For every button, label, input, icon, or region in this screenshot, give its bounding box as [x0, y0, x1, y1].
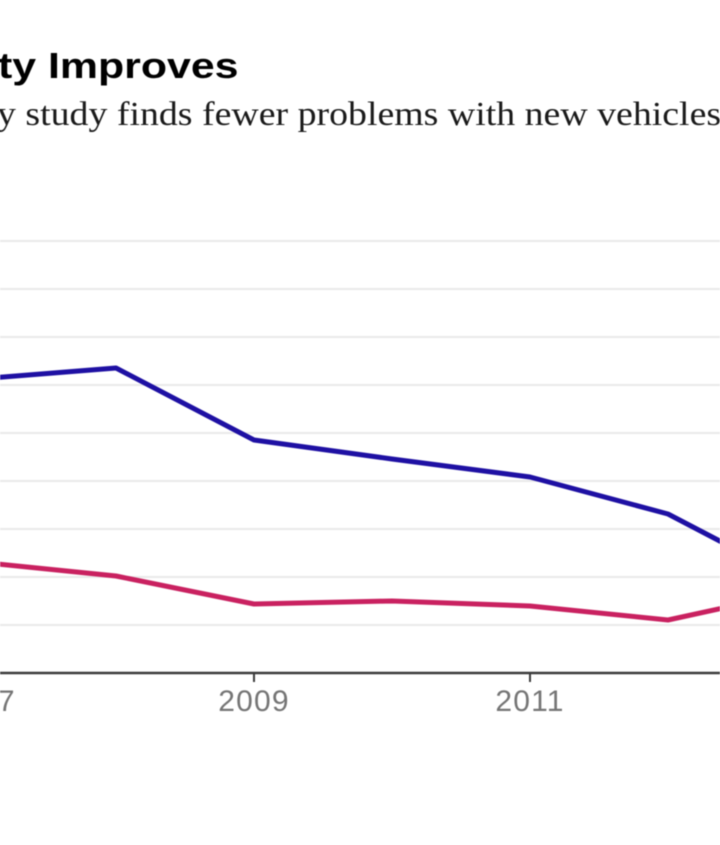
svg-text:2011: 2011 [495, 685, 564, 718]
svg-text:2009: 2009 [218, 685, 290, 718]
svg-text:2007: 2007 [0, 685, 16, 718]
